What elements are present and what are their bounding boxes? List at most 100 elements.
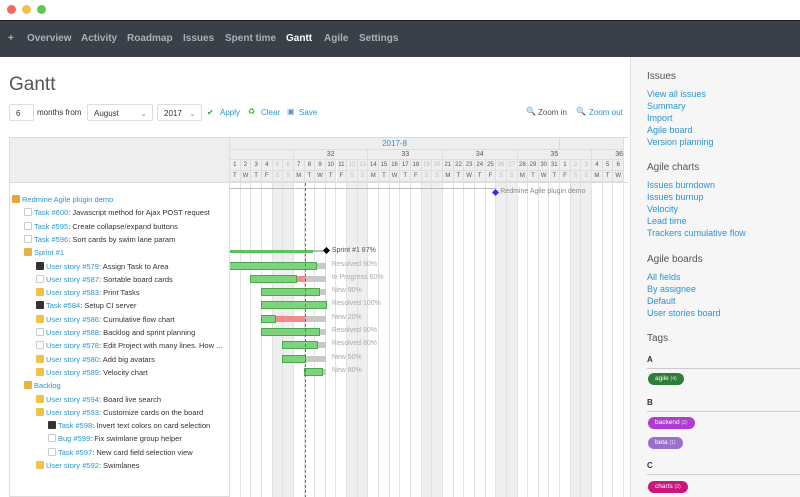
tab-settings[interactable]: Settings [359,33,399,44]
issue-link[interactable]: Task #595 [34,221,69,231]
user-stories-board-link[interactable]: User stories board [647,308,721,318]
day-column [581,183,593,497]
agile-board-link[interactable]: Agile board [647,125,693,135]
zoom-in-icon: 🔍 [526,107,536,116]
maximize-window-button[interactable] [37,5,46,14]
issue-link[interactable]: User story #579 [46,261,99,271]
issue-row: Task #597: New card field selection view [48,446,193,459]
tab-gantt[interactable]: Gantt [286,33,313,44]
apply-link[interactable]: Apply [220,108,241,117]
issue-link[interactable]: Task #600 [34,208,69,218]
close-window-button[interactable] [7,5,16,14]
month-select[interactable]: August ⌄ [87,104,153,121]
tags-heading: Tags [647,333,669,344]
import-link[interactable]: Import [647,113,673,123]
zoom-in-link[interactable]: Zoom in [538,108,567,117]
tag-backend[interactable]: backend (2) [648,417,695,429]
issue-link[interactable]: User story #580 [46,354,99,364]
day-number: 14 [368,160,380,171]
tag-agile[interactable]: agile (4) [648,373,684,385]
day-number: 9 [315,160,326,171]
version-planning-link[interactable]: Version planning [647,137,714,147]
issue-link[interactable]: Task #584 [46,301,81,311]
issue-link[interactable]: User story #583 [46,288,99,298]
day-number: 16 [389,160,401,171]
day-number: 24 [474,160,486,171]
story-icon [36,314,44,323]
tag-charts[interactable]: charts (2) [648,481,688,493]
velocity-link[interactable]: Velocity [647,204,679,214]
issue-link[interactable]: Bug #599 [58,434,91,444]
issue-link[interactable]: User story #586 [46,314,99,324]
issue-link[interactable]: Sprint #1 [34,248,65,258]
page-title: Gantt [9,74,56,95]
weekday-label: F [336,171,348,182]
issues-burnup-link[interactable]: Issues burnup [647,192,704,202]
issue-link[interactable]: Redmine Agile plugin demo [22,195,114,204]
day-number: 29 [528,160,539,171]
issue-row: User story #593: Customize cards on the … [36,406,203,419]
issue-link[interactable]: Task #598 [58,421,93,431]
issues-burndown-link[interactable]: Issues burndown [647,180,716,190]
issue-link[interactable]: Task #597 [58,447,93,457]
tab-overview[interactable]: Overview [27,33,72,44]
new-object-button[interactable]: + [8,33,14,44]
done-bar [230,261,318,270]
issue-row: Task #595: Create collapse/expand button… [24,220,178,233]
tab-agile[interactable]: Agile [324,33,349,44]
tab-activity[interactable]: Activity [81,33,118,44]
day-column [293,183,305,497]
day-number: 4 [592,160,603,171]
issue-link[interactable]: User story #588 [46,328,99,337]
issue-link[interactable]: User story #594 [46,394,99,404]
story-icon [36,461,44,469]
all-fields-link[interactable]: All fields [647,272,681,282]
issue-link[interactable]: User story #589 [46,367,99,377]
issue-link[interactable]: User story #592 [46,461,99,470]
tag-name: agile [655,375,669,382]
weekday-label: S [283,171,294,182]
default-board-link[interactable]: Default [647,296,676,306]
months-input[interactable]: 6 [9,104,34,121]
tab-spent-time[interactable]: Spent time [225,33,277,44]
tag-count: (2) [674,484,681,490]
issue-link[interactable]: User story #578 [46,341,99,351]
issue-link[interactable]: User story #587 [46,274,99,284]
day-number: 13 [357,160,369,171]
tag-count: (2) [681,420,688,426]
issue-subject: : Swimlanes [98,461,140,470]
done-bar [260,288,321,297]
check-icon: ✔ [207,108,214,117]
day-column [325,183,337,497]
view-all-issues-link[interactable]: View all issues [647,89,706,99]
issue-link[interactable]: Task #596 [34,234,69,244]
lead-time-link[interactable]: Lead time [647,216,687,226]
clear-link[interactable]: Clear [261,108,281,117]
issue-link[interactable]: User story #593 [46,407,99,417]
tag-beta[interactable]: beta (1) [648,437,683,449]
bar-label: Sprint #1 87% [331,247,376,255]
weekday-label: T [251,171,262,182]
day-number: 2 [240,160,252,171]
minimize-window-button[interactable] [22,5,31,14]
version-icon [24,381,32,390]
done-bar [260,314,276,323]
tab-roadmap[interactable]: Roadmap [127,33,173,44]
day-column [230,183,241,497]
day-column [485,183,497,497]
subjects-header [10,138,229,183]
tab-issues[interactable]: Issues [183,33,215,44]
zoom-out-link[interactable]: Zoom out [589,108,623,117]
summary-link[interactable]: Summary [647,101,686,111]
week-number: 34 [443,150,518,160]
trackers-cumulative-flow-link[interactable]: Trackers cumulative flow [647,228,746,238]
by-assignee-link[interactable]: By assignee [647,284,697,294]
tag-count: (4) [670,376,677,382]
issue-subject: : Fix swimlane group helper [90,434,182,444]
weekday-label: M [293,171,305,182]
weekday-label: W [315,171,326,182]
year-select[interactable]: 2017 ⌄ [157,104,202,121]
agile-boards-heading: Agile boards [647,254,703,265]
issue-link[interactable]: Backlog [34,381,61,391]
save-link[interactable]: Save [299,108,318,117]
